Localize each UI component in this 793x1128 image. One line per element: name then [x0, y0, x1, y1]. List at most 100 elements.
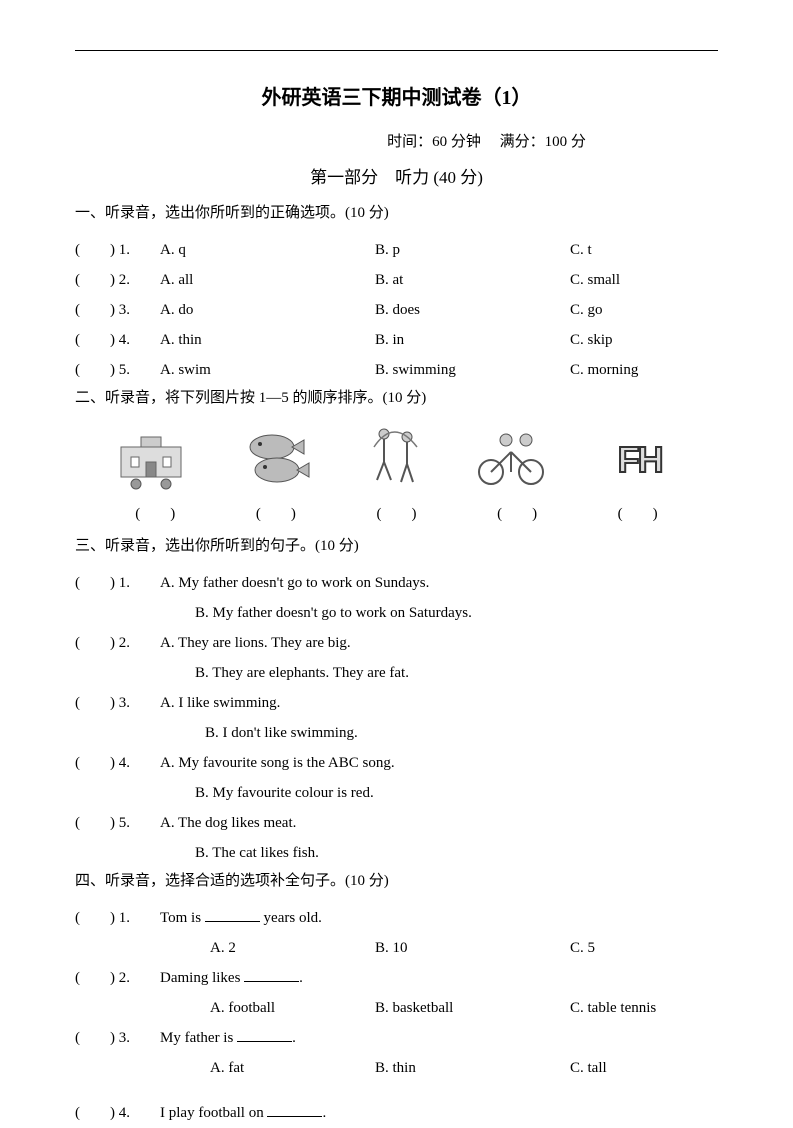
- top-rule: [75, 50, 718, 51]
- s3-q1: ( ) 1. A. My father doesn't go to work o…: [75, 568, 718, 628]
- stem-after: .: [292, 1030, 296, 1046]
- q-prefix: ( ) 5.: [75, 808, 160, 838]
- option-c: C. morning: [570, 355, 718, 385]
- section2-instruction: 二、听录音，将下列图片按 1—5 的顺序排序。(10 分): [75, 385, 718, 412]
- option-a: A. My father doesn't go to work on Sunda…: [160, 568, 718, 598]
- paren-row: ( ) ( ) ( ) ( ) ( ): [95, 502, 698, 523]
- section4-instruction: 四、听录音，选择合适的选项补全句子。(10 分): [75, 868, 718, 895]
- score-value: 100 分: [545, 134, 586, 150]
- paren-1: ( ): [108, 502, 203, 523]
- q-prefix: ( ) 3.: [75, 295, 160, 325]
- fish-image: [232, 422, 322, 497]
- s1-q5: ( ) 5. A. swim B. swimming C. morning: [75, 355, 718, 385]
- option-c: C. go: [570, 295, 718, 325]
- s4-q1: ( ) 1. Tom is years old. A. 2 B. 10 C. 5: [75, 903, 718, 963]
- stem-after: .: [299, 970, 303, 986]
- option-b: B. in: [375, 325, 570, 355]
- stem-after: .: [322, 1105, 326, 1121]
- fill-blank: [244, 967, 299, 982]
- option-a: A. swim: [160, 355, 375, 385]
- section1-instruction: 一、听录音，选出你所听到的正确选项。(10 分): [75, 200, 718, 227]
- school-icon: [106, 422, 196, 492]
- fish-icon: [232, 422, 322, 492]
- option-a: A. q: [160, 235, 375, 265]
- q-prefix: ( ) 2.: [75, 265, 160, 295]
- q-prefix: ( ) 4.: [75, 1098, 160, 1128]
- stem-before: I play football on: [160, 1105, 267, 1121]
- option-b: B. The cat likes fish.: [195, 838, 718, 868]
- s3-q5: ( ) 5. A. The dog likes meat. B. The cat…: [75, 808, 718, 868]
- school-image: [106, 422, 196, 497]
- paren-4: ( ): [470, 502, 565, 523]
- option-b: B. I don't like swimming.: [205, 718, 718, 748]
- exam-meta: 时间：60 分钟 满分：100 分: [75, 130, 718, 151]
- option-b: B. at: [375, 265, 570, 295]
- stem: Daming likes .: [160, 963, 718, 993]
- option-b: B. swimming: [375, 355, 570, 385]
- score-label: 满分：: [500, 134, 545, 150]
- q-prefix: ( ) 2.: [75, 628, 160, 658]
- s3-q4: ( ) 4. A. My favourite song is the ABC s…: [75, 748, 718, 808]
- fill-blank: [205, 907, 260, 922]
- option-b: B. My father doesn't go to work on Satur…: [195, 598, 718, 628]
- q-prefix: ( ) 4.: [75, 325, 160, 355]
- s3-q3: ( ) 3. A. I like swimming. B. I don't li…: [75, 688, 718, 748]
- part-header: 第一部分 听力 (40 分): [75, 163, 718, 188]
- q-prefix: ( ) 1.: [75, 903, 160, 933]
- option-a: A. My favourite song is the ABC song.: [160, 748, 718, 778]
- option-b: B. p: [375, 235, 570, 265]
- option-a: A. I like swimming.: [160, 688, 718, 718]
- option-b: B. thin: [375, 1053, 570, 1083]
- option-b: B. 10: [375, 933, 570, 963]
- option-c: C. 5: [570, 933, 718, 963]
- section3-instruction: 三、听录音，选出你所听到的句子。(10 分): [75, 533, 718, 560]
- option-b: B. They are elephants. They are fat.: [195, 658, 718, 688]
- option-c: C. table tennis: [570, 993, 718, 1023]
- option-a: A. They are lions. They are big.: [160, 628, 718, 658]
- s1-q2: ( ) 2. A. all B. at C. small: [75, 265, 718, 295]
- fill-blank: [237, 1027, 292, 1042]
- q-prefix: ( ) 3.: [75, 1023, 160, 1053]
- q-prefix: ( ) 4.: [75, 748, 160, 778]
- option-b: B. does: [375, 295, 570, 325]
- q-prefix: ( ) 3.: [75, 688, 160, 718]
- option-c: C. skip: [570, 325, 718, 355]
- option-a: A. The dog likes meat.: [160, 808, 718, 838]
- option-a: A. thin: [160, 325, 375, 355]
- q-prefix: ( ) 2.: [75, 963, 160, 993]
- option-a: A. 2: [210, 933, 375, 963]
- bike-image: [466, 422, 556, 497]
- paren-3: ( ): [349, 502, 444, 523]
- q-prefix: ( ) 1.: [75, 235, 160, 265]
- time-label: 时间：: [387, 134, 432, 150]
- s3-q2: ( ) 2. A. They are lions. They are big. …: [75, 628, 718, 688]
- bike-icon: [466, 422, 556, 492]
- stem-before: My father is: [160, 1030, 237, 1046]
- option-a: A. all: [160, 265, 375, 295]
- s1-q1: ( ) 1. A. q B. p C. t: [75, 235, 718, 265]
- stem: Tom is years old.: [160, 903, 718, 933]
- s4-q2: ( ) 2. Daming likes . A. football B. bas…: [75, 963, 718, 1023]
- jumprope-image: [359, 422, 429, 497]
- jumprope-icon: [359, 422, 429, 492]
- s4-q3: ( ) 3. My father is . A. fat B. thin C. …: [75, 1023, 718, 1083]
- time-value: 60 分钟: [432, 134, 481, 150]
- option-a: A. do: [160, 295, 375, 325]
- image-row: FH: [95, 422, 698, 497]
- option-b: B. My favourite colour is red.: [195, 778, 718, 808]
- s4-q4: ( ) 4. I play football on .: [75, 1098, 718, 1128]
- q-prefix: ( ) 5.: [75, 355, 160, 385]
- fill-blank: [267, 1102, 322, 1117]
- option-a: A. football: [210, 993, 375, 1023]
- stem-after: years old.: [260, 910, 322, 926]
- fh-image: FH: [592, 422, 687, 497]
- s1-q4: ( ) 4. A. thin B. in C. skip: [75, 325, 718, 355]
- stem: My father is .: [160, 1023, 718, 1053]
- stem-before: Tom is: [160, 910, 205, 926]
- option-c: C. small: [570, 265, 718, 295]
- paren-2: ( ): [228, 502, 323, 523]
- stem-before: Daming likes: [160, 970, 244, 986]
- option-c: C. tall: [570, 1053, 718, 1083]
- s1-q3: ( ) 3. A. do B. does C. go: [75, 295, 718, 325]
- option-a: A. fat: [210, 1053, 375, 1083]
